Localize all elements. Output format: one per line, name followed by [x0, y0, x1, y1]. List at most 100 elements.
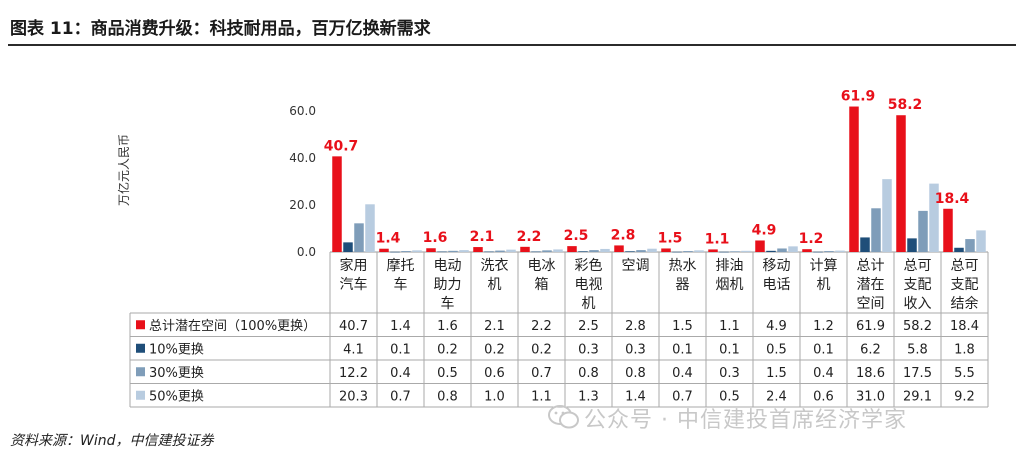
- data-label: 1.1: [705, 231, 730, 247]
- x-tick-label: 结余: [951, 295, 979, 312]
- x-tick-label: 空间: [857, 296, 885, 312]
- bar: [802, 249, 812, 252]
- table-cell: 0.2: [484, 342, 505, 357]
- bar: [354, 223, 364, 252]
- chart-data-labels: 40.7 1.4 1.6 2.1 2.2 2.5 2.8 1.5 1.1 4.9 1.2 61.9 58…: [324, 89, 970, 248]
- bar: [365, 204, 375, 252]
- table-cell: 2.4: [766, 389, 787, 404]
- bar: [332, 156, 342, 252]
- table-cell: 0.8: [437, 389, 458, 404]
- data-label: 18.4: [935, 191, 970, 207]
- bar: [520, 246, 530, 252]
- wechat-icon: [548, 405, 579, 429]
- data-label: 2.5: [564, 228, 589, 244]
- legend-swatch: [136, 320, 145, 330]
- table-cell: 1.2: [813, 319, 834, 334]
- x-tick-label: 洗衣: [481, 258, 509, 274]
- bar: [813, 251, 823, 253]
- x-tick-label: 车: [394, 276, 408, 293]
- y-tick-label: 20.0: [289, 198, 316, 212]
- table-cell: 0.7: [672, 389, 693, 404]
- y-tick-label: 0.0: [297, 245, 316, 259]
- table-cell: 0.1: [719, 342, 740, 357]
- title-divider: [8, 44, 1016, 46]
- x-tick-label: 助力: [434, 277, 462, 293]
- table-cell: 0.6: [484, 366, 505, 381]
- y-tick-label: 60.0: [289, 104, 316, 118]
- table-cell: 2.2: [531, 319, 552, 334]
- data-label: 2.8: [611, 227, 636, 243]
- legend-label: 10%更换: [149, 342, 204, 357]
- table-cell: 1.5: [672, 319, 693, 334]
- bar: [730, 251, 740, 252]
- bar: [647, 248, 657, 252]
- table-cell: 0.2: [437, 342, 458, 357]
- bar: [506, 249, 516, 252]
- bar: [343, 242, 353, 252]
- table-cell: 20.3: [339, 389, 368, 404]
- table-cell: 18.4: [950, 319, 979, 334]
- bar: [473, 247, 483, 252]
- page-title: 图表 11：商品消费升级：科技耐用品，百万亿换新需求: [10, 19, 431, 39]
- bar: [600, 248, 610, 252]
- x-tick-label: 摩托: [387, 257, 415, 274]
- table-cell: 29.1: [903, 389, 932, 404]
- table-cell: 1.4: [390, 319, 411, 334]
- table-cell: 0.7: [390, 389, 411, 404]
- table-cell: 0.3: [625, 342, 646, 357]
- x-tick-label: 箱: [535, 277, 549, 293]
- bar: [824, 251, 834, 252]
- table-cell: 0.4: [813, 366, 834, 381]
- bar: [459, 250, 469, 252]
- bar: [625, 251, 635, 252]
- bar: [567, 246, 577, 252]
- bar: [896, 115, 906, 252]
- table-cell: 17.5: [903, 366, 932, 381]
- table-cell: 0.2: [531, 342, 552, 357]
- source-note: 资料来源：Wind，中信建投证券: [10, 433, 214, 449]
- x-tick-label: 热水: [669, 258, 697, 274]
- table-cell: 2.5: [578, 319, 599, 334]
- table-cell: 4.9: [766, 319, 787, 334]
- bar: [871, 208, 881, 252]
- x-tick-label: 收入: [904, 296, 932, 312]
- table-cell: 58.2: [903, 319, 932, 334]
- table-cell: 0.1: [672, 342, 693, 357]
- x-tick-label: 家用: [340, 257, 368, 274]
- table-cell: 4.1: [343, 342, 364, 357]
- bar: [965, 239, 975, 252]
- data-label: 1.5: [658, 230, 683, 246]
- x-tick-label: 烟机: [716, 277, 744, 293]
- chart-bars: [332, 106, 986, 253]
- y-tick-label: 40.0: [289, 151, 316, 165]
- data-label: 61.9: [841, 89, 876, 105]
- bar: [531, 251, 541, 253]
- bar: [448, 250, 458, 252]
- x-tick-label: 电动: [434, 258, 462, 274]
- bar: [882, 179, 892, 252]
- table-cell: 6.2: [860, 342, 881, 357]
- bar: [943, 208, 953, 252]
- table-cell: 0.6: [813, 389, 834, 404]
- data-label: 40.7: [324, 138, 359, 154]
- x-tick-label: 总可: [904, 258, 932, 274]
- table-cell: 61.9: [856, 319, 885, 334]
- bar: [918, 210, 928, 252]
- legend-label: 总计潜在空间（100%更换）: [149, 319, 316, 334]
- table-cell: 0.1: [390, 342, 411, 357]
- bar-chart: 0.0 20.0 40.0 60.0 40.7 1.4 1.6 2.1 2.2 2.5 2.8 1.…: [116, 89, 989, 408]
- bar: [553, 249, 563, 252]
- table-cell: 0.5: [719, 389, 740, 404]
- table-cell: 1.5: [766, 366, 787, 381]
- bar: [390, 251, 400, 253]
- y-axis-label: 万亿元人民币: [116, 134, 131, 206]
- bar: [860, 237, 870, 252]
- bar: [379, 248, 389, 252]
- bar: [661, 248, 671, 252]
- bar: [412, 250, 422, 252]
- table-cell: 9.2: [954, 389, 975, 404]
- table-cell: 0.8: [578, 366, 599, 381]
- bar: [694, 250, 704, 252]
- x-tick-label: 汽车: [340, 276, 368, 293]
